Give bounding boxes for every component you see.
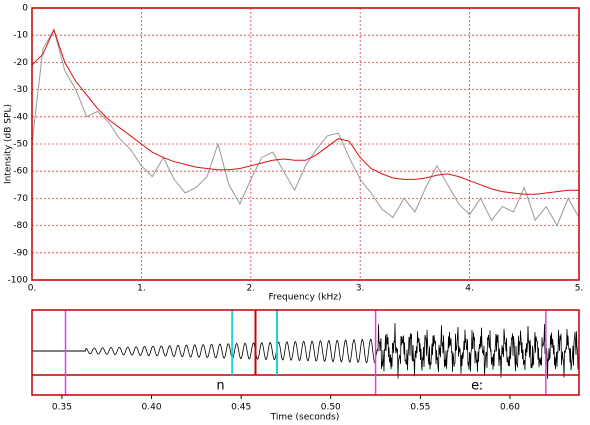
y-tick-label: -100	[8, 276, 29, 286]
plot-frame	[31, 7, 580, 281]
x-tick-label: 4.	[465, 284, 474, 294]
panel-frame	[31, 309, 580, 396]
y-tick-label: -80	[13, 221, 28, 231]
x-axis-title: Frequency (kHz)	[268, 293, 341, 303]
x-tick-label: 1.	[137, 284, 146, 294]
x-tick-label: 5.	[575, 284, 584, 294]
y-tick-label: 0	[22, 4, 28, 14]
y-tick-label: -40	[13, 112, 28, 122]
line-series	[31, 28, 579, 195]
x-tick-label: 2.	[247, 284, 256, 294]
x-tick-label: 0.	[28, 284, 37, 294]
x-tick-label: 0.40	[142, 403, 162, 413]
x-axis-title: Time (seconds)	[270, 413, 340, 423]
segment-label: n	[216, 379, 224, 394]
line-series	[31, 28, 580, 227]
y-tick-label: -90	[13, 248, 28, 258]
y-tick-label: -10	[13, 31, 28, 41]
x-tick-label: 0.60	[500, 403, 520, 413]
x-tick-label: 0.55	[410, 403, 430, 413]
waveform	[32, 323, 580, 379]
y-axis-title: Intensity (dB SPL)	[4, 104, 14, 184]
x-tick-label: 0.50	[321, 403, 341, 413]
x-tick-label: 0.35	[52, 403, 72, 413]
y-tick-label: -30	[13, 85, 28, 95]
y-tick-label: -60	[13, 167, 28, 177]
y-tick-label: -20	[13, 58, 28, 68]
segment-label: eː	[471, 379, 483, 394]
y-tick-label: -70	[13, 194, 28, 204]
x-tick-label: 3.	[356, 284, 365, 294]
x-tick-label: 0.45	[231, 403, 251, 413]
y-tick-label: -50	[13, 140, 28, 150]
